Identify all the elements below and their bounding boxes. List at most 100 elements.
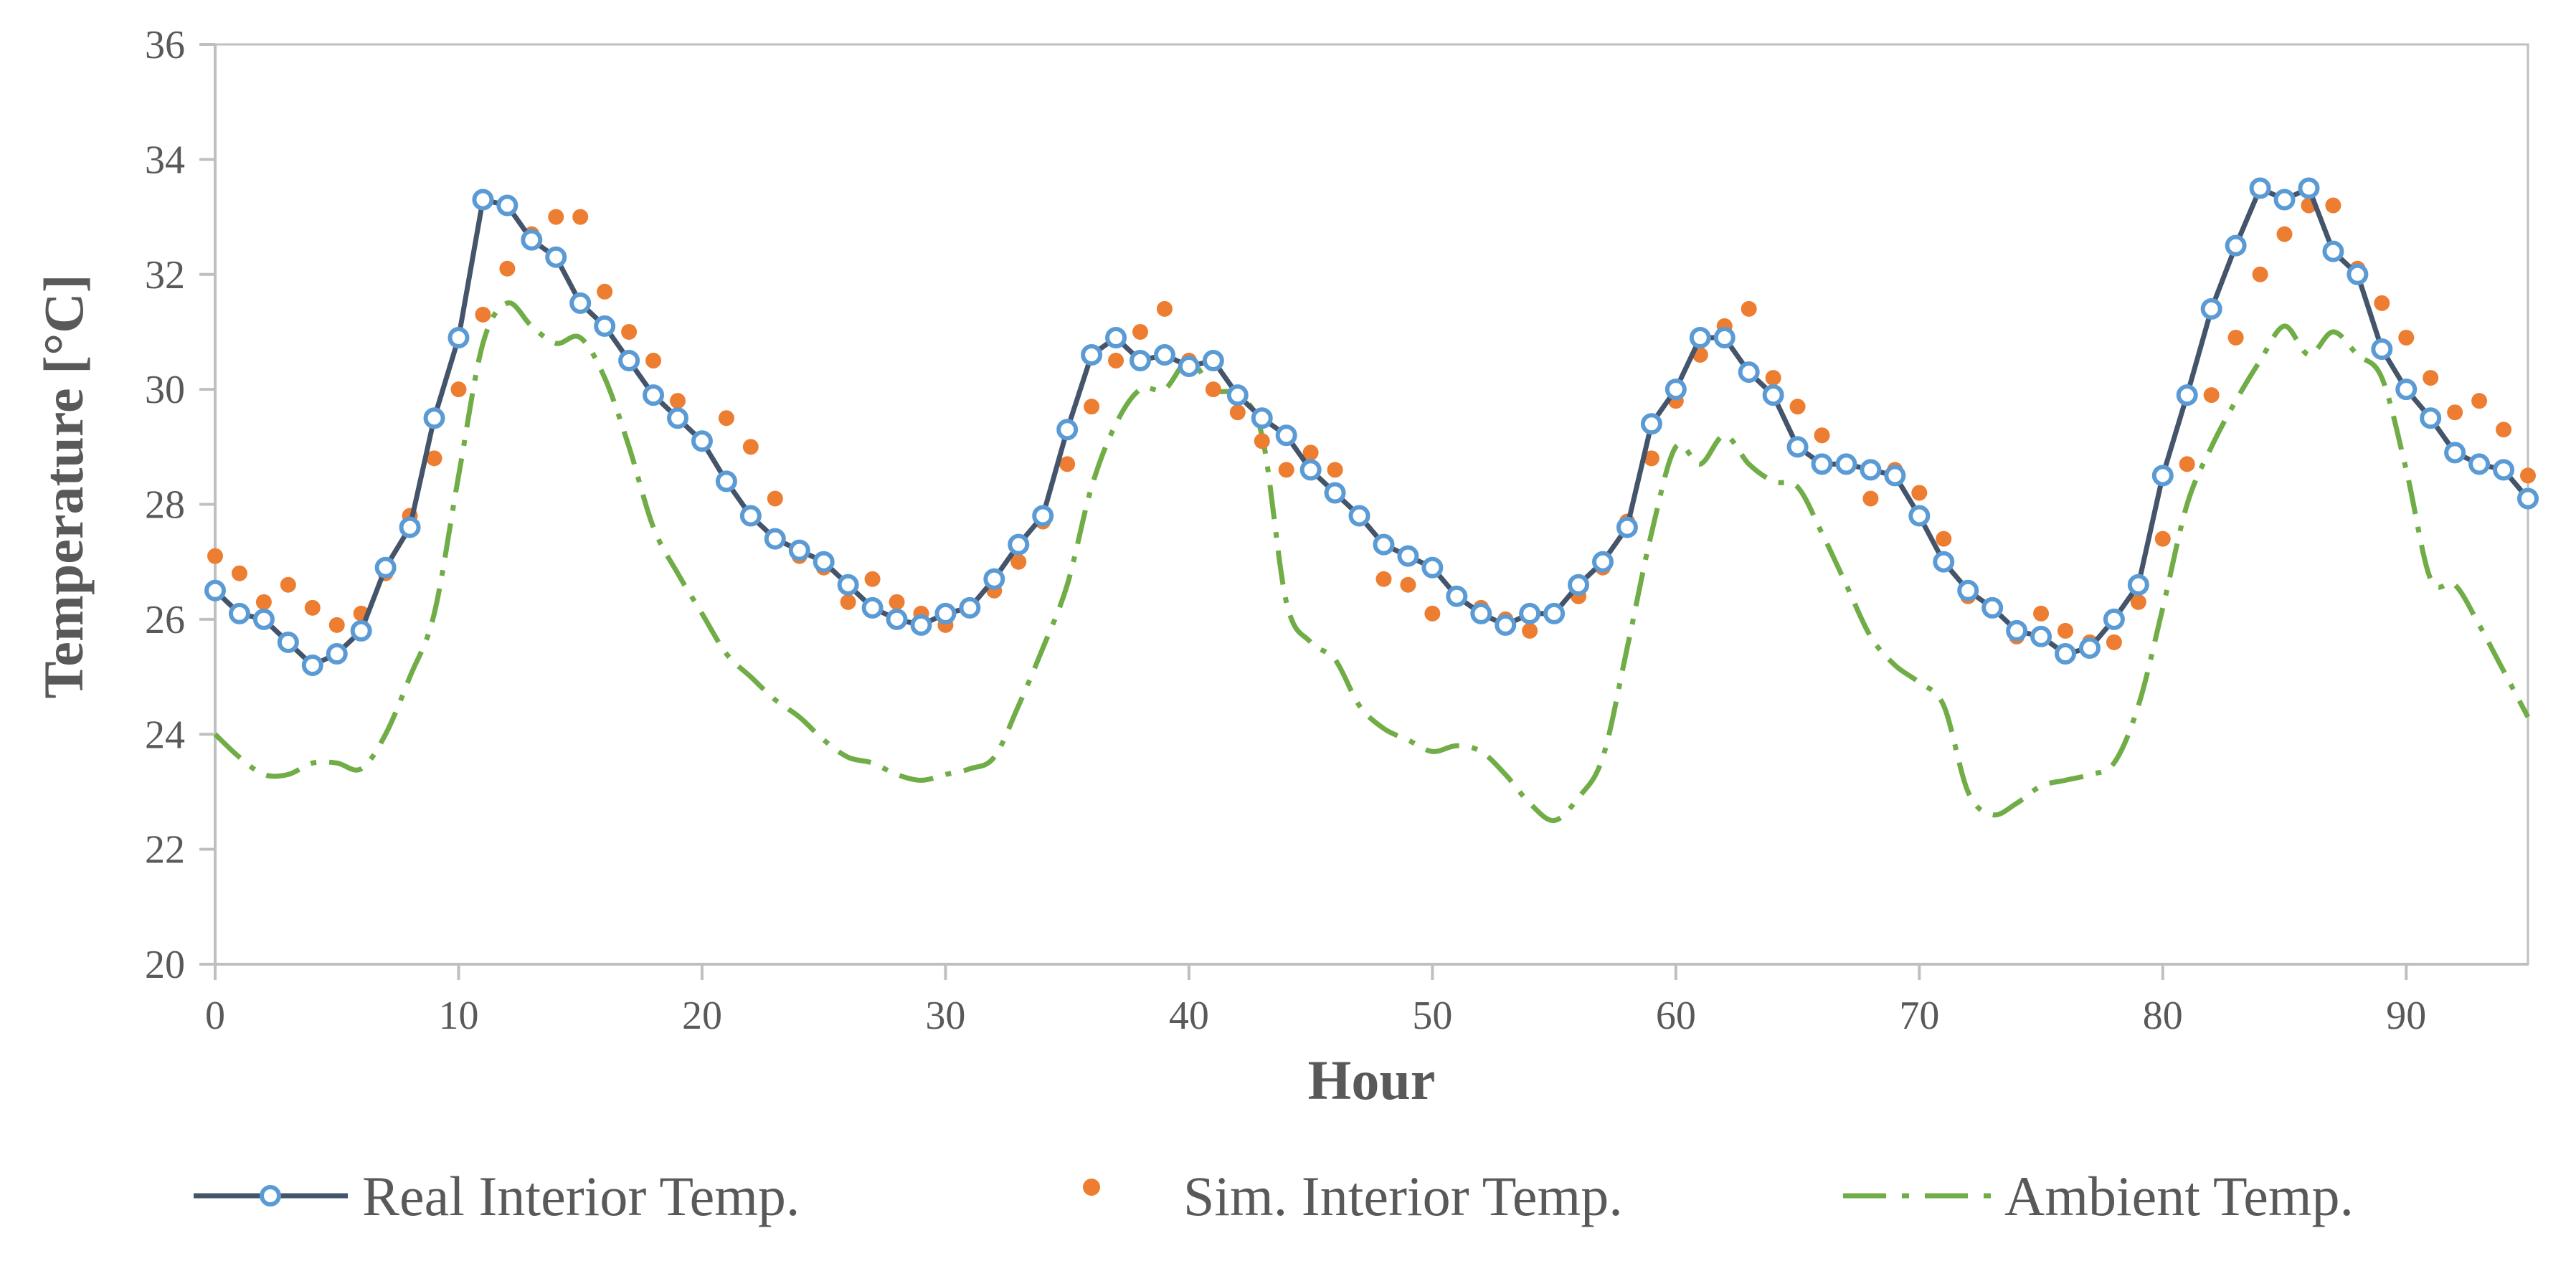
- sim-interior-point: [207, 548, 223, 564]
- real-interior-point: [326, 642, 348, 665]
- real-interior-point: [2298, 177, 2320, 199]
- sim-interior-point: [1522, 622, 1538, 639]
- real-interior-point: [2151, 465, 2174, 487]
- real-interior-point: [521, 229, 543, 251]
- y-tick-label: 24: [145, 713, 185, 757]
- sim-interior-point: [450, 381, 467, 398]
- real-interior-point: [764, 528, 786, 550]
- real-interior-point: [1762, 384, 1784, 406]
- real-interior-point: [2371, 338, 2393, 360]
- sim-interior-point: [1741, 300, 1757, 317]
- sim-interior-point: [1911, 485, 1928, 501]
- legend-label-real: Real Interior Temp.: [362, 1165, 800, 1227]
- real-interior-point: [1226, 384, 1249, 406]
- legend-item-real: Real Interior Temp.: [194, 1165, 800, 1227]
- real-interior-point: [2127, 574, 2149, 596]
- real-interior-point: [1689, 326, 1711, 348]
- real-interior-point: [594, 315, 616, 337]
- real-interior-point: [837, 574, 859, 596]
- plot-area: [214, 43, 2529, 966]
- real-interior-point: [1275, 424, 1297, 447]
- sim-interior-point: [2398, 329, 2415, 346]
- real-interior-point: [1105, 326, 1127, 348]
- sim-interior-point: [1375, 571, 1392, 587]
- real-interior-point: [472, 189, 494, 211]
- real-interior-point: [2273, 189, 2296, 211]
- real-interior-point: [2517, 487, 2539, 510]
- series-ambient: [213, 300, 2531, 824]
- real-interior-point: [2176, 384, 2198, 406]
- x-tick-label: 20: [682, 994, 722, 1038]
- real-interior-point: [1324, 482, 1346, 504]
- sim-interior-point: [475, 306, 491, 323]
- sim-interior-point: [1400, 576, 1416, 593]
- sim-interior-point: [499, 260, 516, 277]
- y-axis-ticks: 20 22 24 26 28 30 32 34 36: [145, 23, 215, 987]
- real-interior-point: [2225, 234, 2247, 257]
- real-interior-point: [569, 292, 592, 314]
- real-interior-point: [1056, 419, 1079, 441]
- sim-interior-point: [1327, 462, 1343, 478]
- sim-interior-point: [597, 283, 613, 300]
- real-interior-point: [1884, 465, 1906, 487]
- x-tick-label: 0: [205, 994, 225, 1038]
- sim-interior-point: [2276, 226, 2293, 242]
- sim-interior-point: [1765, 370, 1781, 386]
- real-interior-point: [983, 568, 1005, 590]
- sim-interior-point: [1108, 353, 1124, 369]
- x-tick-label: 90: [2386, 994, 2426, 1038]
- real-interior-point: [252, 608, 275, 630]
- real-interior-point: [2347, 263, 2369, 285]
- x-tick-label: 50: [1412, 994, 1452, 1038]
- real-interior-point: [1153, 344, 1175, 366]
- real-interior-point: [813, 551, 835, 573]
- real-interior-point: [1786, 436, 1809, 458]
- real-interior-point: [374, 556, 397, 579]
- x-tick-label: 10: [438, 994, 478, 1038]
- sim-interior-point: [2496, 422, 2512, 438]
- real-interior-point: [277, 631, 299, 653]
- sim-interior-point: [1059, 456, 1076, 472]
- x-tick-label: 60: [1656, 994, 1696, 1038]
- real-interior-point: [910, 614, 932, 636]
- real-interior-point: [2395, 379, 2418, 401]
- sim-interior-point: [1229, 404, 1246, 421]
- sim-interior-point: [2423, 370, 2439, 386]
- x-axis-ticks: 0 10 20 30 40 50 60 70 80 90: [205, 964, 2426, 1038]
- real-interior-point: [301, 655, 323, 677]
- real-interior-point: [1640, 413, 1662, 435]
- real-interior-point: [1519, 602, 1541, 624]
- legend-label-sim: Sim. Interior Temp.: [1183, 1165, 1623, 1227]
- real-interior-point: [1397, 545, 1419, 567]
- sim-interior-point: [1862, 490, 1879, 507]
- sim-interior-point: [840, 594, 856, 610]
- real-interior-point: [1421, 556, 1444, 579]
- legend-swatch-sim-marker: [1083, 1179, 1100, 1196]
- real-interior-point: [1543, 602, 1566, 624]
- real-interior-point: [1665, 379, 1687, 401]
- sim-interior-point: [621, 323, 638, 340]
- real-interior-point: [1713, 326, 1736, 348]
- real-interior-point: [2055, 642, 2076, 665]
- real-interior-point: [1251, 407, 1273, 429]
- sim-interior-point: [2227, 329, 2244, 346]
- real-interior-point: [423, 407, 445, 429]
- real-interior-point: [1081, 344, 1103, 366]
- x-tick-label: 70: [1899, 994, 1939, 1038]
- real-interior-point: [448, 326, 470, 348]
- sim-interior-point: [1424, 605, 1441, 622]
- real-interior-point: [204, 579, 226, 601]
- sim-interior-point: [742, 439, 759, 455]
- real-interior-point: [1811, 453, 1833, 475]
- real-interior-point: [228, 602, 250, 624]
- real-interior-point: [2468, 453, 2491, 475]
- y-axis-title: Temperature [°C]: [32, 274, 95, 698]
- real-interior-point: [618, 350, 640, 372]
- real-interior-point: [2322, 240, 2344, 262]
- legend: Real Interior Temp. Sim. Interior Temp. …: [194, 1165, 2354, 1227]
- real-interior-point: [959, 596, 981, 619]
- sim-interior-point: [670, 393, 686, 409]
- real-interior-point: [1495, 614, 1517, 636]
- real-interior-point: [1908, 505, 1931, 527]
